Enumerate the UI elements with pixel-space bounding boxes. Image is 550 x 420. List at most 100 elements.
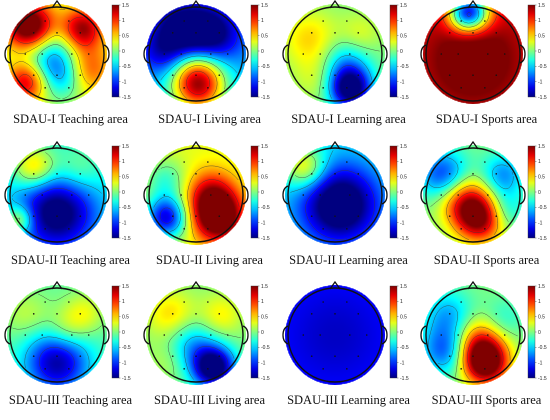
colorbar-tick-label: -1.5 xyxy=(538,376,547,382)
electrode-dot xyxy=(448,215,451,217)
left-ear-outline xyxy=(4,325,11,345)
electrode-dot xyxy=(357,313,360,315)
colorbar-tick-label: -0.5 xyxy=(400,205,409,211)
colorbar-tick-label: -1 xyxy=(538,220,543,226)
electrode-dot xyxy=(79,313,82,315)
electrode-dot xyxy=(195,173,197,175)
electrode-dot xyxy=(448,355,451,357)
colorbar-tick-label: 1.5 xyxy=(538,144,545,150)
electrode-dot xyxy=(71,334,73,336)
colorbar-tick-label: -1.5 xyxy=(400,236,409,242)
colorbar-tick-label: 1.5 xyxy=(261,3,268,9)
right-ear-outline xyxy=(103,325,110,345)
colorbar-tick-label: -0.5 xyxy=(122,64,131,70)
right-ear-outline xyxy=(519,185,526,205)
colorbar-tick-label: -0.5 xyxy=(261,205,270,211)
electrode-dot xyxy=(495,32,498,34)
electrode-dot xyxy=(207,301,209,303)
colorbar xyxy=(250,4,259,98)
topomap-svg: 1.5 1 0.5 0 -0.5 -1 -1.5 xyxy=(420,280,547,385)
contour-line xyxy=(455,312,518,378)
electrode-dot xyxy=(218,313,221,315)
contour-line xyxy=(167,322,241,376)
electrode-dot xyxy=(218,215,221,217)
electrode-dot xyxy=(24,334,27,336)
nose-outline xyxy=(329,280,341,290)
left-ear-outline xyxy=(420,185,427,205)
right-ear-outline xyxy=(381,44,388,64)
topomap-svg: 1.5 1 0.5 0 -0.5 -1 -1.5 xyxy=(4,0,131,104)
electrode-dot xyxy=(460,228,462,230)
electrode-dot xyxy=(495,355,498,357)
electrode-dot xyxy=(44,20,46,22)
right-ear-outline xyxy=(519,44,526,64)
panel-caption: SDAU-II Teaching area xyxy=(11,253,130,267)
colorbar-tick-label: 1 xyxy=(122,299,125,305)
electrode-dot xyxy=(171,313,174,315)
colorbar-tick-label: 0.5 xyxy=(538,174,545,180)
contour-line xyxy=(454,192,492,233)
colorbar-tick-label: -1 xyxy=(538,79,543,85)
colorbar-tick-label: -0.5 xyxy=(122,345,131,351)
electrode-dot xyxy=(346,228,348,230)
colorbar-tick-label: -1 xyxy=(538,360,543,366)
topomap-svg: 1.5 1 0.5 0 -0.5 -1 -1.5 xyxy=(4,140,131,245)
contour-line xyxy=(17,152,53,221)
electrode-dot xyxy=(32,313,35,315)
colorbar-tick-label: -0.5 xyxy=(122,205,131,211)
topomap-field xyxy=(285,285,385,385)
left-ear-outline xyxy=(143,44,150,64)
colorbar-tick-label: 0.5 xyxy=(261,174,268,180)
electrode-dot xyxy=(484,301,486,303)
electrode-dot xyxy=(44,368,46,370)
contour-line xyxy=(454,9,485,28)
right-ear-outline xyxy=(103,185,110,205)
electrode-dot xyxy=(24,194,27,196)
electrode-dot xyxy=(322,87,324,89)
electrode-dot xyxy=(171,173,174,175)
colorbar-tick-label: 0 xyxy=(538,330,541,336)
topomap-field xyxy=(7,4,107,104)
electrode-dot xyxy=(195,313,197,315)
head-outline xyxy=(287,147,383,243)
electrode-dot xyxy=(310,173,313,175)
colorbar-tick-label: 1 xyxy=(122,18,125,24)
electrode-dot xyxy=(163,194,166,196)
colorbar-tick-label: -1.5 xyxy=(261,95,270,101)
contour-line xyxy=(24,336,90,368)
nose-outline xyxy=(190,0,202,9)
electrode-dot xyxy=(365,53,368,55)
electrode-dot xyxy=(487,194,489,196)
electrode-dot xyxy=(319,53,321,55)
left-ear-outline xyxy=(143,325,150,345)
colorbar-tick-label: 1.5 xyxy=(261,144,268,150)
electrode-dot xyxy=(68,87,70,89)
head-outline xyxy=(425,6,521,102)
electrode-dot xyxy=(349,53,351,55)
right-ear-outline xyxy=(103,44,110,64)
electrode-dot xyxy=(79,173,82,175)
head-outline xyxy=(425,147,521,243)
electrode-dot xyxy=(183,161,185,163)
contour-line xyxy=(430,175,509,222)
electrode-dot xyxy=(41,194,43,196)
topomap-svg: 1.5 1 0.5 0 -0.5 -1 -1.5 xyxy=(420,0,547,104)
electrode-dot xyxy=(210,53,212,55)
electrode-dot xyxy=(334,32,336,34)
electrode-dot xyxy=(460,161,462,163)
electrode-dot xyxy=(322,301,324,303)
electrode-dot xyxy=(171,355,174,357)
panel-caption: SDAU-III Learning area xyxy=(287,393,410,407)
topomap-svg: 1.5 1 0.5 0 -0.5 -1 -1.5 xyxy=(282,0,409,104)
nose-outline xyxy=(190,140,202,150)
topomap-field xyxy=(423,285,523,385)
colorbar-tick-label: 0.5 xyxy=(538,314,545,320)
topomap-field xyxy=(423,145,523,245)
electrode-dot xyxy=(71,53,73,55)
contour-line xyxy=(12,9,91,97)
left-ear-outline xyxy=(282,185,289,205)
contour-line xyxy=(467,334,504,379)
electrode-dot xyxy=(484,368,486,370)
nose-outline xyxy=(467,140,479,150)
electrode-dot xyxy=(32,74,35,76)
